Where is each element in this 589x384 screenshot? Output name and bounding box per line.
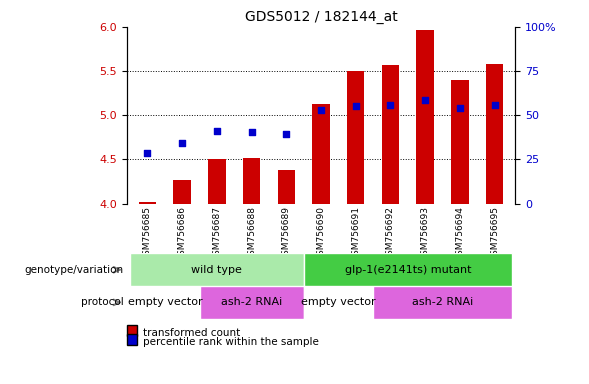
Point <box>247 129 256 135</box>
Bar <box>416 30 434 204</box>
Text: GSM756692: GSM756692 <box>386 206 395 261</box>
Point <box>421 97 430 103</box>
Text: GSM756685: GSM756685 <box>143 206 152 261</box>
Text: GSM756693: GSM756693 <box>421 206 429 261</box>
Bar <box>304 286 373 319</box>
Text: GSM756687: GSM756687 <box>213 206 221 261</box>
Title: GDS5012 / 182144_at: GDS5012 / 182144_at <box>244 10 398 25</box>
Bar <box>130 253 304 286</box>
Bar <box>347 71 365 204</box>
Bar <box>130 286 200 319</box>
Bar <box>277 170 295 204</box>
Point <box>386 103 395 109</box>
Bar <box>304 253 512 286</box>
Text: ash-2 RNAi: ash-2 RNAi <box>221 297 282 308</box>
Point <box>143 150 152 156</box>
Point <box>316 107 326 113</box>
Bar <box>451 80 468 204</box>
Point <box>351 103 360 109</box>
Text: percentile rank within the sample: percentile rank within the sample <box>143 337 319 347</box>
Text: glp-1(e2141ts) mutant: glp-1(e2141ts) mutant <box>345 265 471 275</box>
Point <box>490 101 499 108</box>
Bar <box>486 64 503 204</box>
Point <box>282 131 291 137</box>
Text: GSM756688: GSM756688 <box>247 206 256 261</box>
Bar <box>174 180 191 204</box>
Point <box>212 128 221 134</box>
Text: GSM756695: GSM756695 <box>490 206 499 261</box>
Text: GSM756690: GSM756690 <box>316 206 326 261</box>
Bar <box>200 286 304 319</box>
Point <box>177 141 187 147</box>
Bar <box>208 159 226 204</box>
Text: empty vector: empty vector <box>127 297 202 308</box>
Text: protocol: protocol <box>81 297 124 308</box>
Text: genotype/variation: genotype/variation <box>25 265 124 275</box>
Text: GSM756691: GSM756691 <box>351 206 360 261</box>
Bar <box>382 65 399 204</box>
Text: wild type: wild type <box>191 265 242 275</box>
Point <box>455 105 465 111</box>
Bar <box>312 104 330 204</box>
Text: GSM756689: GSM756689 <box>282 206 291 261</box>
Text: GSM756694: GSM756694 <box>455 206 464 261</box>
Text: GSM756686: GSM756686 <box>178 206 187 261</box>
Text: empty vector: empty vector <box>301 297 376 308</box>
Bar <box>243 157 260 204</box>
Bar <box>139 202 156 204</box>
Bar <box>373 286 512 319</box>
Text: transformed count: transformed count <box>143 328 240 338</box>
Text: ash-2 RNAi: ash-2 RNAi <box>412 297 473 308</box>
